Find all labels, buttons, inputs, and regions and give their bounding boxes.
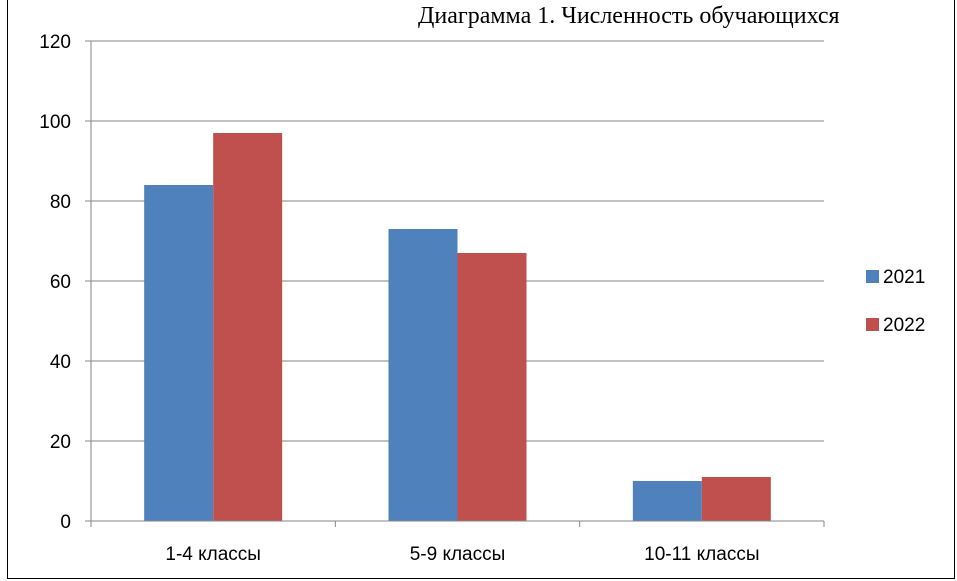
- legend-swatch-2022: [866, 318, 879, 331]
- y-tick-label: 100: [39, 112, 71, 133]
- legend-swatch-2021: [866, 270, 879, 283]
- tick-labels: 0 20 40 60 80 100 120 1-4 классы 5-9 классы 10-11…: [39, 32, 759, 565]
- y-tick-label: 0: [60, 512, 71, 533]
- x-tick-label: 5-9 классы: [410, 544, 506, 565]
- bar-2022-3: [701, 477, 771, 521]
- x-tick-label: 10-11 классы: [644, 544, 759, 565]
- axes: [85, 40, 825, 527]
- bar-2021-3: [632, 481, 702, 521]
- bar-2021-1: [144, 185, 214, 521]
- y-tick-label: 60: [50, 272, 71, 293]
- y-tick-label: 20: [50, 432, 71, 453]
- bars: [144, 133, 771, 521]
- legend-label-2021: 2021: [883, 267, 925, 288]
- y-tick-label: 120: [39, 32, 71, 53]
- y-tick-label: 80: [50, 192, 71, 213]
- y-tick-label: 40: [50, 352, 71, 373]
- bar-2022-2: [457, 253, 527, 521]
- legend-label-2022: 2022: [883, 315, 925, 336]
- chart-title: Диаграмма 1. Численность обучающихся: [418, 3, 840, 29]
- bar-2022-1: [213, 133, 283, 521]
- legend: 2021 2022: [866, 267, 925, 336]
- bar-2021-2: [388, 229, 458, 521]
- x-tick-label: 1-4 классы: [165, 544, 261, 565]
